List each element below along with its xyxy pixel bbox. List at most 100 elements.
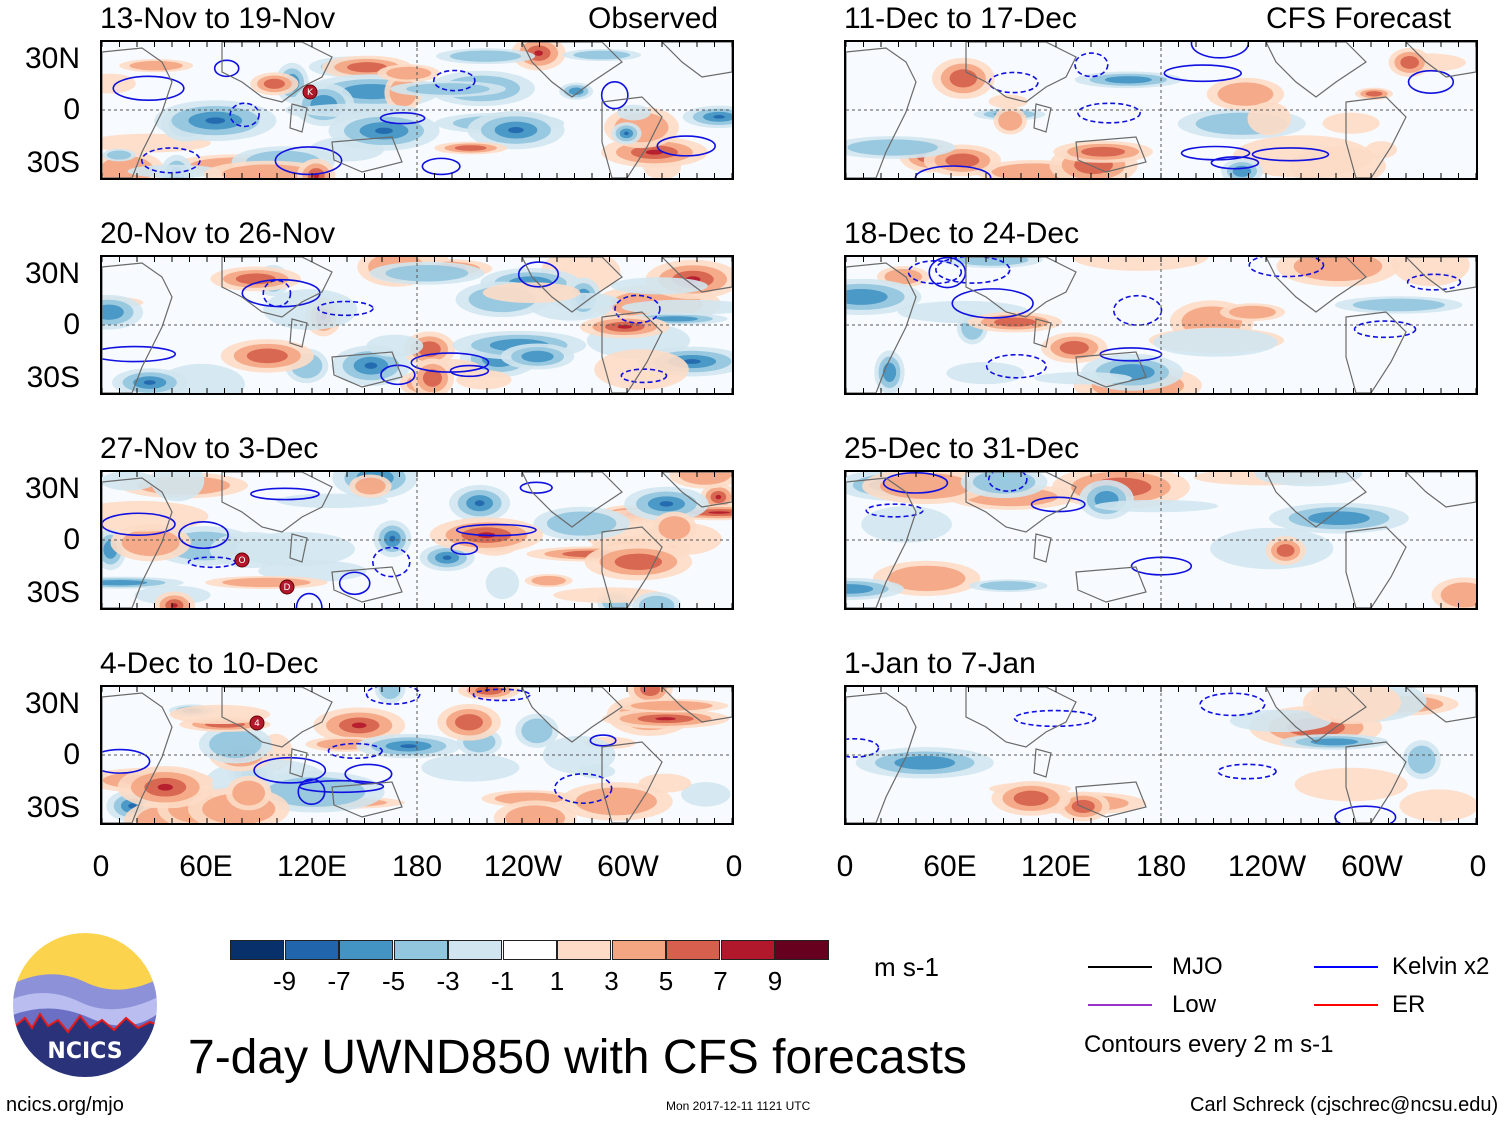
coastline [1075,351,1147,388]
map-panel-1: K [100,40,734,180]
easterly-anomaly [508,127,524,134]
westerly-anomaly [1302,687,1402,724]
coastline [1405,687,1476,723]
easterly-anomaly [385,264,469,282]
easterly-anomaly [577,764,616,779]
easterly-anomaly [846,584,874,594]
coastline [289,533,308,563]
kelvin-contour [102,345,177,363]
colorbar-swatch [502,940,557,960]
x-label-60w: 60W [1341,850,1403,883]
map-panel-8 [844,685,1478,825]
westerly-anomaly [1217,82,1274,106]
westerly-anomaly [157,783,173,791]
legend-line-low [1088,1004,1152,1006]
map-field: OD [102,472,732,608]
kelvin-contour [1180,145,1251,161]
coastline [289,318,308,348]
westerly-anomaly [102,500,209,532]
colorbar-swatch [611,940,666,960]
kelvin-contour [589,734,617,747]
y-label-30s: 30S [26,146,80,179]
kelvin-contour [1210,156,1260,170]
coastline [331,781,403,818]
cyclone-label: 4 [254,719,260,729]
easterly-anomaly [882,362,897,382]
westerly-anomaly [638,773,692,793]
colorbar-label: -3 [436,966,460,996]
map-panel-7 [844,470,1478,610]
colorbar-label: 3 [604,966,619,996]
kelvin-contour [600,81,629,110]
cyclone-label: K [307,88,314,98]
colorbar-label: -7 [327,966,351,996]
kelvin-contour [112,75,185,102]
westerly-anomaly [454,145,487,151]
kelvin-contour [1199,692,1266,717]
coastline [289,103,308,133]
kelvin-contour [1407,69,1455,94]
legend-line-er [1314,1004,1378,1006]
kelvin-contour [517,261,560,288]
kelvin-contour [519,481,553,494]
westerly-anomaly [534,50,543,56]
footer-credit: Carl Schreck (cjschrec@ncsu.edu) [1190,1094,1499,1116]
footer-url[interactable]: ncics.org/mjo [6,1094,124,1116]
westerly-anomaly [575,787,657,816]
kelvin-contour [985,353,1047,379]
coastline [601,741,663,823]
easterly-anomaly [1254,472,1363,487]
easterly-anomaly [1407,745,1436,774]
easterly-anomaly [102,472,157,491]
kelvin-contour [1353,320,1417,339]
kelvin-contour [865,503,924,518]
kelvin-contour [365,687,421,705]
westerly-anomaly [1059,341,1089,355]
westerly-anomaly [235,273,276,285]
kelvin-contour [338,571,371,596]
coastline [521,472,623,528]
westerly-anomaly [1247,101,1292,136]
easterly-anomaly [979,581,1037,591]
easterly-anomaly [276,493,388,508]
westerly-anomaly [347,62,388,73]
coastline [221,257,333,318]
kelvin-contour [1406,273,1462,291]
westerly-anomaly [232,780,266,806]
kelvin-contour [1251,147,1330,162]
westerly-anomaly [945,153,980,168]
kelvin-contour [914,165,992,178]
easterly-anomaly [265,777,366,807]
westerly-anomaly [222,577,311,588]
kelvin-contour [1074,52,1109,78]
x-label-180: 180 [391,850,443,883]
kelvin-contour [951,288,1034,319]
kelvin-contour [907,260,963,285]
map-panel-6 [844,255,1478,395]
tropical-cyclone-marker: D [279,579,295,595]
coastline [1405,257,1476,293]
coastline [221,687,333,748]
easterly-anomaly [1352,298,1445,312]
westerly-anomaly [1229,305,1276,319]
kelvin-contour [553,773,613,804]
easterly-anomaly [573,50,631,60]
coastline [1345,526,1407,608]
legend-label-er: ER [1392,991,1426,1018]
coastline [521,687,623,743]
kelvin-contour [421,157,461,176]
easterly-anomaly [621,299,732,315]
westerly-anomaly [169,704,271,725]
legend-line-kelvin [1314,966,1378,968]
y-label-30n: 30N [24,42,80,75]
colorbar-label: 1 [549,966,565,996]
easterly-anomaly [406,83,490,95]
easterly-anomaly [521,718,553,744]
map-field [846,687,1476,823]
kelvin-contour [213,59,240,78]
coastline [102,692,173,823]
x-label-120e: 120E [1020,850,1092,883]
colorbar-label: -9 [272,966,297,996]
coastline [1345,96,1407,178]
colorbar-swatch [557,940,611,960]
